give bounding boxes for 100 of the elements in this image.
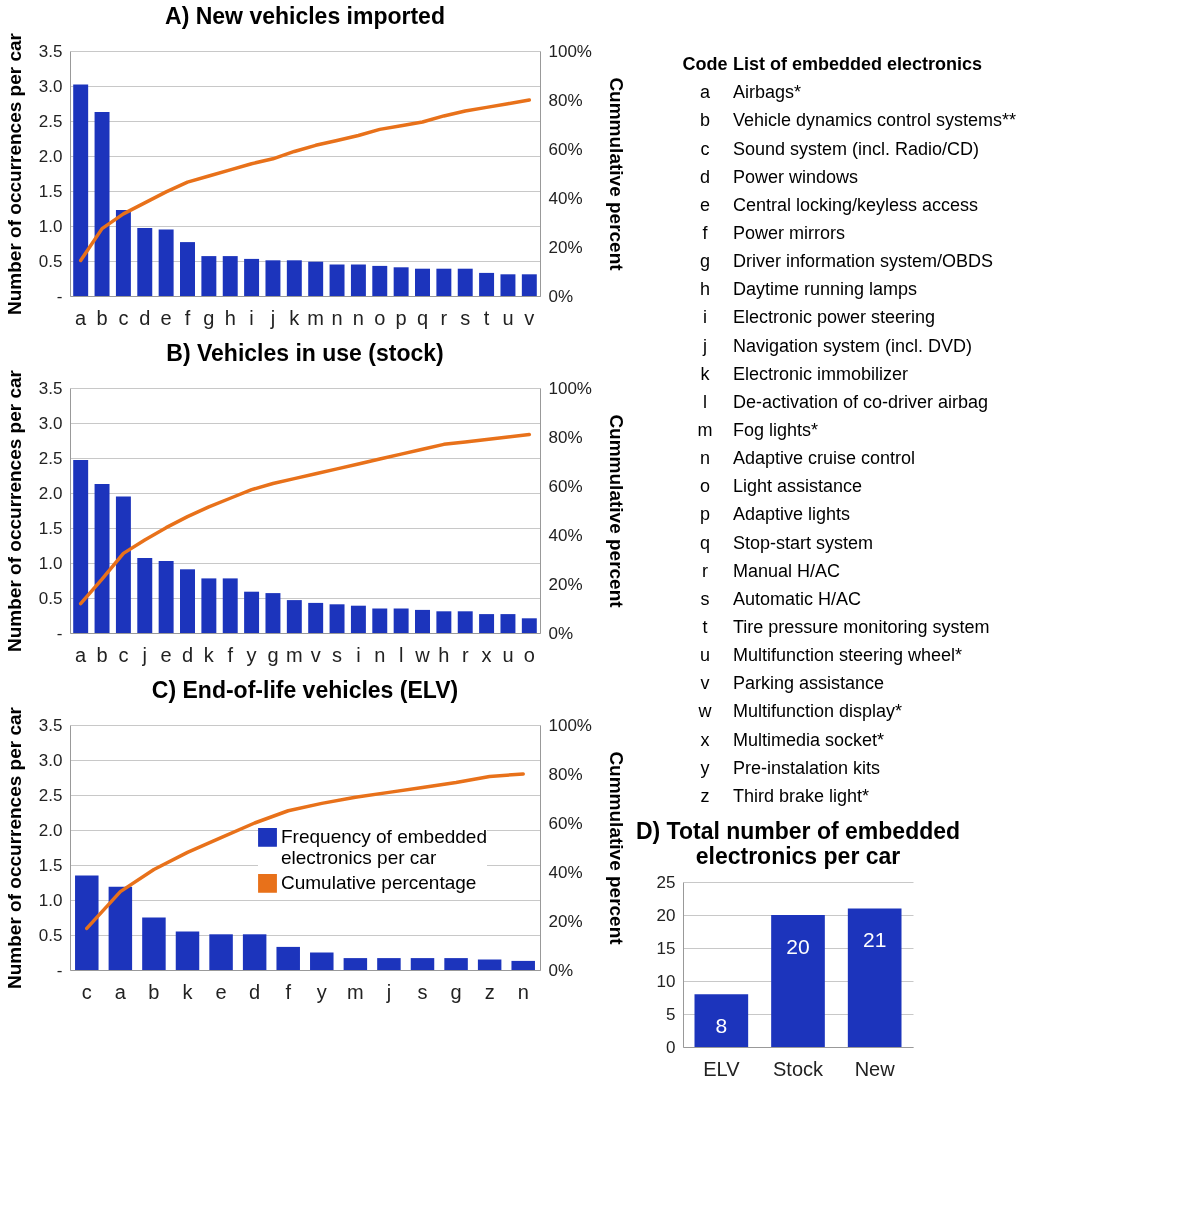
y-axis-title: Number of occurrences per car	[3, 369, 25, 652]
y2-tick-label: 60%	[548, 813, 583, 833]
legend-label: Frequency of embedded electronics per car	[281, 826, 487, 869]
x-tick-label: g	[267, 643, 279, 666]
bar	[286, 260, 302, 296]
bar	[75, 875, 99, 970]
text: Power windows	[733, 166, 859, 187]
category-label: b	[699, 110, 711, 131]
bar	[222, 578, 238, 633]
x-tick-label: z	[484, 980, 495, 1003]
x-tick-label: d	[139, 306, 151, 329]
bar	[265, 260, 281, 296]
text: Driver information system/OBDS	[733, 251, 994, 272]
line-series	[78, 98, 532, 263]
x-tick-label: j	[385, 980, 392, 1003]
text: Central locking/keyless access	[733, 194, 979, 215]
text: Multifunction steering wheel*	[733, 645, 963, 666]
bar	[377, 958, 401, 970]
bar	[771, 915, 825, 1047]
x-tick-label: n	[517, 980, 529, 1003]
y-tick-label: 3.5	[38, 378, 63, 398]
category-label: d	[699, 166, 711, 187]
chart-title: B) Vehicles in use (stock)	[166, 339, 444, 366]
bar	[265, 593, 281, 633]
category-label: c	[700, 138, 710, 159]
x-tick-label: i	[249, 306, 254, 329]
bar	[242, 934, 267, 970]
bar	[372, 265, 388, 296]
x-tick-label: q	[416, 306, 429, 329]
y2-tick-label: 80%	[548, 427, 583, 447]
y-tick-label: 2.0	[38, 820, 63, 840]
category-label: f	[702, 222, 709, 243]
bar	[350, 605, 366, 633]
category-label: q	[699, 532, 711, 553]
x-tick-label: n	[374, 643, 386, 666]
category-label: r	[702, 560, 708, 581]
x-tick-label: b	[96, 643, 108, 666]
bar	[158, 560, 174, 633]
x-tick-label: c	[118, 306, 129, 329]
x-tick-label: s	[460, 306, 471, 329]
y2-axis-title: Cummulative percent	[605, 751, 627, 946]
x-tick-label: c	[118, 643, 129, 666]
text: Stop-start system	[733, 532, 874, 553]
text: Daytime running lamps	[733, 279, 918, 300]
bar	[479, 272, 495, 296]
x-tick-label: a	[75, 643, 88, 666]
category-label: a	[699, 82, 711, 103]
x-tick-label: e	[215, 980, 227, 1003]
bar	[329, 264, 345, 296]
x-tick-label: h	[224, 306, 236, 329]
x-tick-label: f	[227, 643, 234, 666]
x-tick-label: b	[148, 980, 160, 1003]
text: Parking assistance	[733, 673, 885, 694]
y-axis-title: Number of occurrences per car	[3, 706, 25, 989]
text: Fog lights*	[733, 420, 819, 440]
y-tick-label: 15	[656, 938, 676, 958]
x-tick-label: s	[332, 643, 343, 666]
y2-tick-label: 100%	[548, 715, 592, 735]
category-label: x	[700, 729, 710, 750]
bar	[286, 600, 302, 633]
x-tick-label: k	[182, 980, 194, 1003]
text: Electronic immobilizer	[733, 363, 909, 384]
y2-tick-label: 100%	[548, 378, 592, 398]
x-tick-label: r	[440, 306, 448, 329]
y-tick-label: 0	[666, 1037, 676, 1057]
y2-axis-title: Cummulative percent	[605, 414, 627, 609]
x-tick-label: h	[438, 643, 450, 666]
x-tick-label: New	[854, 1057, 896, 1080]
y-tick-label: 5	[666, 1004, 676, 1024]
x-tick-label: v	[524, 306, 535, 329]
y-tick-label: 2.0	[38, 483, 63, 503]
bar	[393, 267, 409, 296]
y-tick-label: 3.0	[38, 750, 63, 770]
x-tick-label: u	[502, 306, 514, 329]
y2-tick-label: 60%	[548, 476, 583, 496]
bar	[415, 268, 430, 296]
x-tick-label: Stock	[772, 1057, 824, 1080]
bar	[308, 602, 324, 633]
y2-tick-label: 20%	[548, 237, 583, 257]
x-tick-label: o	[523, 643, 535, 666]
x-tick-label: m	[307, 306, 325, 329]
bar	[444, 958, 468, 970]
x-tick-label: f	[285, 980, 292, 1003]
y2-tick-label: 0%	[548, 623, 574, 643]
x-tick-label: n	[352, 306, 364, 329]
text: Sound system (incl. Radio/CD)	[733, 138, 980, 159]
y-tick-label: 1.0	[38, 890, 63, 910]
category-label: h	[699, 279, 711, 300]
y-tick-label: -	[56, 623, 63, 643]
chart-title: C) End-of-life vehicles (ELV)	[151, 676, 459, 703]
bar	[276, 946, 300, 970]
text: Adaptive lights	[733, 504, 851, 525]
x-tick-label: x	[481, 643, 492, 666]
category-label: k	[700, 363, 711, 384]
chart-title: D) Total number of embedded electronics per car	[635, 818, 961, 869]
bar	[477, 959, 502, 970]
category-label: w	[697, 701, 713, 722]
bar	[94, 483, 110, 633]
x-tick-label: y	[246, 643, 257, 666]
bar	[115, 496, 131, 633]
